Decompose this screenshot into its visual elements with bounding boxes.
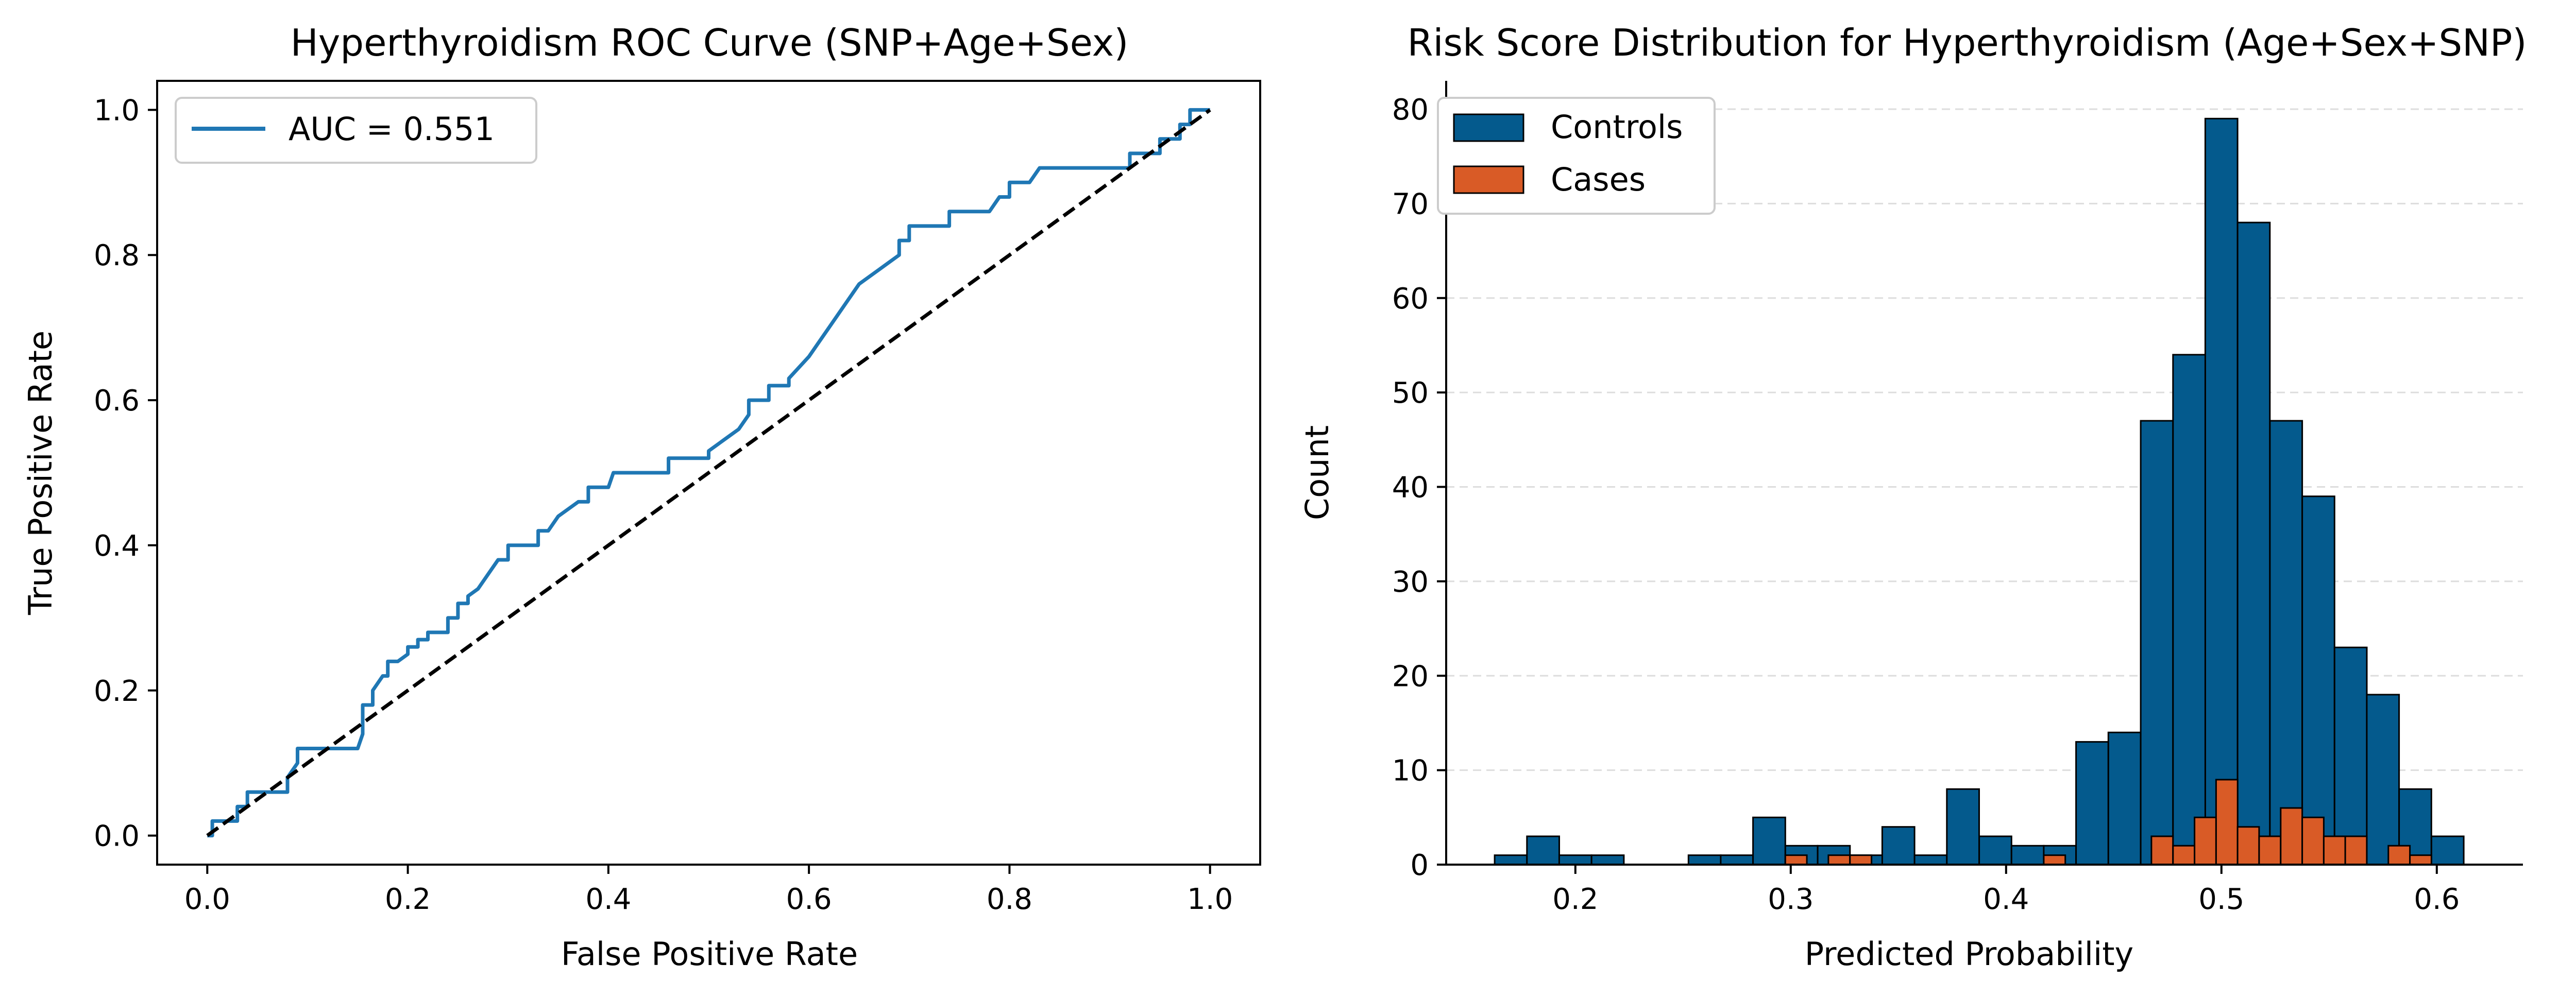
hist-bar-controls xyxy=(2172,354,2206,866)
hist-bar-cases xyxy=(2258,835,2282,866)
roc-y-tick-label: 0.4 xyxy=(94,529,140,563)
roc-y-tick-label: 0.0 xyxy=(94,820,140,853)
roc-legend-box xyxy=(175,97,537,164)
hist-x-tick-label: 0.6 xyxy=(2414,883,2460,916)
hist-bar-cases xyxy=(2215,779,2239,866)
roc-x-tick-label: 0.2 xyxy=(385,883,431,916)
hist-bar-controls xyxy=(2075,741,2109,866)
hist-bar-cases xyxy=(2043,854,2066,866)
hist-x-tick-label: 0.3 xyxy=(1768,883,1814,916)
hist-bar-cases xyxy=(1849,854,1873,866)
hist-y-tick-label: 10 xyxy=(1392,754,1429,788)
hist-bar-controls xyxy=(2301,495,2335,866)
hist-y-tick-label: 30 xyxy=(1392,565,1429,599)
hist-x-tick-label: 0.4 xyxy=(1983,883,2029,916)
roc-y-tick-label: 0.2 xyxy=(94,675,140,708)
hist-bar-cases xyxy=(2194,816,2217,866)
hist-legend: Controls Cases xyxy=(1437,97,1716,215)
hist-bar-controls xyxy=(1687,854,1722,866)
hist-y-tick-label: 80 xyxy=(1392,93,1429,127)
hist-bar-cases xyxy=(2280,807,2303,866)
roc-x-tick-label: 0.4 xyxy=(585,883,631,916)
hist-bar-controls xyxy=(1946,788,1980,866)
roc-plot-area xyxy=(206,108,1211,838)
hist-bar-controls xyxy=(2236,221,2271,866)
hist-bar-controls xyxy=(1881,826,1916,866)
hist-bar-controls xyxy=(1913,854,1948,866)
hist-bar-controls xyxy=(2269,420,2303,866)
hist-bar-cases xyxy=(2236,826,2260,866)
roc-x-tick-label: 0.6 xyxy=(786,883,832,916)
roc-axes-frame xyxy=(156,80,1261,866)
hist-bar-controls xyxy=(1494,854,1528,866)
hist-y-tick-label: 60 xyxy=(1392,282,1429,316)
roc-y-tick-label: 0.8 xyxy=(94,239,140,272)
hist-bar-controls xyxy=(2430,835,2465,866)
hist-bar-cases xyxy=(1827,854,1851,866)
hist-legend-label-cases: Cases xyxy=(1551,161,1646,198)
hist-ticks: 0.2 0.3 0.4 0.5 0.6 0 10 20 30 40 50 60 70 80 xyxy=(1392,93,2460,916)
hist-x-tick-label: 0.2 xyxy=(1552,883,1598,916)
hist-x-axis-label: Predicted Probability xyxy=(1805,935,2134,973)
hist-bar-cases xyxy=(2409,854,2432,866)
hist-bar-controls xyxy=(1558,854,1592,866)
roc-chart: Hyperthyroidism ROC Curve (SNP+Age+Sex) … xyxy=(22,21,1261,973)
hist-y-axis-label: Count xyxy=(1298,425,1336,520)
roc-x-tick-label: 0.8 xyxy=(987,883,1032,916)
hist-x-tick-label: 0.5 xyxy=(2198,883,2244,916)
hist-bar-controls xyxy=(2140,420,2174,866)
roc-curve-line xyxy=(207,108,1210,838)
hist-y-tick-label: 40 xyxy=(1392,471,1429,505)
roc-x-axis-label: False Positive Rate xyxy=(561,935,858,973)
hist-bar-controls xyxy=(1526,835,1561,866)
roc-ticks: 0.0 0.2 0.4 0.6 0.8 1.0 0.0 0.2 0.4 0.6 0.8 1.0 xyxy=(94,94,1233,916)
roc-x-tick-label: 0.0 xyxy=(184,883,230,916)
hist-bar-cases xyxy=(1784,854,1808,866)
roc-title: Hyperthyroidism ROC Curve (SNP+Age+Sex) xyxy=(291,21,1129,64)
hist-bar-controls xyxy=(2333,646,2368,866)
hist-title: Risk Score Distribution for Hyperthyroid… xyxy=(1407,21,2527,64)
hist-bar-cases xyxy=(2387,845,2411,866)
hist-bar-controls xyxy=(2010,845,2045,866)
hist-bars xyxy=(1494,117,2465,866)
hist-bar-controls xyxy=(2107,731,2142,866)
hist-bar-controls xyxy=(1720,854,1754,866)
hist-legend-swatch-controls xyxy=(1453,113,1524,142)
hist-legend-swatch-cases xyxy=(1453,165,1524,194)
roc-y-axis-label: True Positive Rate xyxy=(22,331,59,615)
hist-bar-cases xyxy=(2150,835,2174,866)
hist-legend-label-controls: Controls xyxy=(1551,108,1683,146)
hist-y-tick-label: 20 xyxy=(1392,660,1429,693)
hist-bar-controls xyxy=(2204,117,2239,866)
histogram-chart: Risk Score Distribution for Hyperthyroid… xyxy=(1298,21,2527,973)
hist-bar-controls xyxy=(1978,835,2012,866)
hist-bar-cases xyxy=(2344,835,2368,866)
hist-y-tick-label: 0 xyxy=(1410,849,1429,882)
hist-y-tick-label: 70 xyxy=(1392,187,1429,221)
roc-x-tick-label: 1.0 xyxy=(1187,883,1233,916)
hist-bar-cases xyxy=(2301,816,2325,866)
roc-y-tick-label: 0.6 xyxy=(94,384,140,418)
hist-bar-controls xyxy=(1752,816,1786,866)
hist-bar-cases xyxy=(2323,835,2346,866)
roc-chance-line xyxy=(206,108,1211,837)
hist-bar-controls xyxy=(2366,694,2400,866)
roc-legend-label: AUC = 0.551 xyxy=(289,110,495,148)
roc-y-tick-label: 1.0 xyxy=(94,94,140,127)
hist-bar-controls xyxy=(1590,854,1625,866)
hist-bar-cases xyxy=(2172,845,2196,866)
roc-legend: AUC = 0.551 xyxy=(175,97,537,164)
hist-y-tick-label: 50 xyxy=(1392,376,1429,410)
